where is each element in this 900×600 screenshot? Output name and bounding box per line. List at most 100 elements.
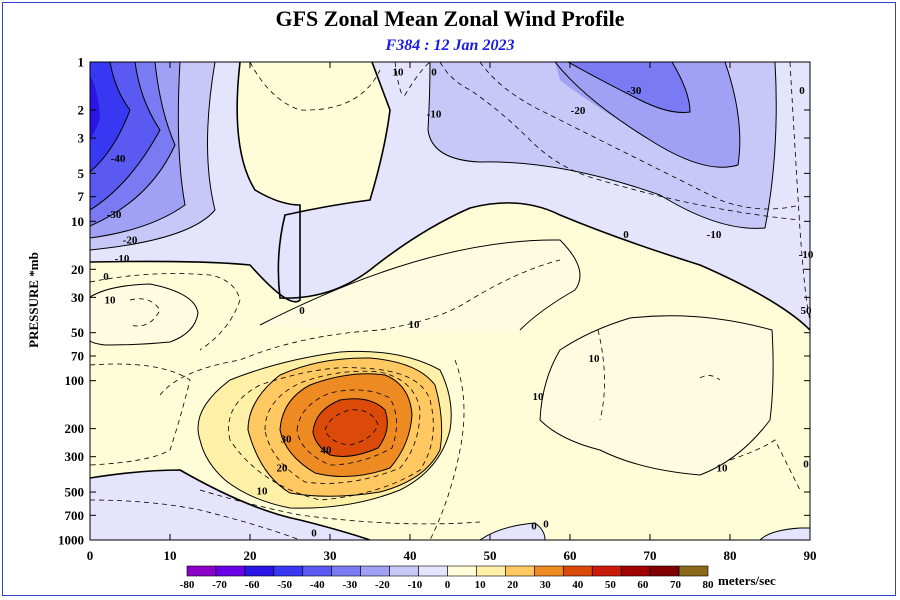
colorbar-swatch — [389, 565, 419, 577]
y-tick-label: 5 — [78, 166, 85, 181]
field-40-50 — [313, 398, 388, 457]
colorbar-label: -80 — [180, 579, 195, 591]
plot-frame — [89, 61, 811, 541]
y-tick-label: 200 — [65, 421, 85, 436]
zero-line-right — [277, 62, 810, 331]
colorbar-label: -60 — [245, 579, 260, 591]
field-neg-bottom-mid — [480, 523, 545, 540]
field-10-mid — [260, 239, 580, 332]
colorbar-label: -70 — [212, 579, 227, 591]
contour-label: 30 — [281, 433, 293, 445]
contour-label: 0 — [431, 67, 437, 79]
colorbar-swatch — [447, 565, 477, 577]
dash-mid-5 — [159, 259, 561, 396]
colorbar-swatch — [649, 565, 680, 577]
dashed-contours — [90, 62, 810, 540]
colorbar-swatch — [591, 565, 622, 577]
colorbar-unit: meters/sec — [718, 573, 776, 588]
colorbar-swatch — [620, 565, 651, 577]
line-0-bottom-right — [759, 527, 810, 540]
colorbar-swatch — [186, 565, 217, 577]
colorbar-label: -50 — [277, 579, 292, 591]
y-tick-label: 500 — [65, 485, 85, 500]
contour-label: 0 — [299, 305, 305, 317]
dash-left-mid — [90, 273, 241, 351]
line-neg30-right — [567, 62, 691, 113]
colorbar-label: 50 — [605, 579, 617, 591]
contour-label: 10 — [717, 462, 729, 474]
y-tick-label: 300 — [65, 449, 85, 464]
contour-label: 10 — [257, 486, 269, 498]
y-tick-label: 7 — [78, 189, 85, 204]
y-tick-label: 100 — [65, 373, 85, 388]
y-tick-label: 10 — [71, 214, 84, 229]
y-axis-label: PRESSURE *mb — [26, 252, 41, 348]
chart-title: GFS Zonal Mean Zonal Wind Profile — [275, 6, 625, 31]
dash-bottom-left — [90, 499, 301, 540]
colorbar-label: -10 — [408, 579, 423, 591]
y-tick-label: 50 — [71, 325, 84, 340]
contour-label: -10 — [707, 229, 722, 241]
colorbar-swatch — [476, 565, 506, 577]
colorbar-label: 40 — [572, 579, 584, 591]
contour-label: -40 — [111, 153, 126, 165]
contour-label: 10 — [589, 353, 601, 365]
x-tick-label: 20 — [244, 548, 257, 563]
field-neg-bottom-left — [90, 470, 370, 540]
line-10-mid — [259, 239, 581, 331]
colorbar-label: 0 — [445, 579, 451, 591]
dash-right-small — [699, 375, 721, 381]
dash-55 — [324, 409, 379, 446]
x-tick-label: 60 — [564, 548, 577, 563]
colorbar-swatch — [505, 565, 535, 577]
colorbar-label: 70 — [670, 579, 682, 591]
contour-label: 10 — [393, 67, 405, 79]
x-tick-label: 70 — [644, 548, 657, 563]
colorbar-label: -20 — [375, 579, 390, 591]
x-tick-label: 40 — [404, 548, 417, 563]
colorbar-swatch — [562, 565, 593, 577]
line-10-right — [539, 315, 774, 476]
x-tick-label: 90 — [804, 548, 817, 563]
field-neg-bottom-right — [760, 528, 810, 540]
dash-mid-vertical — [429, 359, 465, 540]
line-neg40-left — [90, 62, 161, 211]
colorbar-label: 30 — [540, 579, 552, 591]
zero-line-bottom — [90, 469, 371, 540]
field-neg50-left — [90, 62, 130, 172]
dash-upper-right — [439, 62, 801, 221]
contour-label: 0 — [803, 458, 809, 470]
x-tick-label: 0 — [87, 548, 94, 563]
y-tick-label: 1000 — [58, 533, 84, 548]
colorbar-swatch — [215, 565, 246, 577]
contour-label: 0 — [623, 229, 629, 241]
contour-label: 0 — [531, 520, 537, 532]
field-neg60-left — [90, 75, 100, 140]
colorbar-swatch — [534, 565, 564, 577]
line-neg20-left — [90, 62, 186, 239]
colorbar-swatch — [273, 565, 304, 577]
contour-lines — [90, 62, 810, 540]
dash-upper-center-2 — [394, 62, 431, 96]
zero-line-left — [90, 62, 301, 303]
colorbar-label: 80 — [703, 579, 715, 591]
line-neg10-right — [427, 62, 777, 229]
colorbar-swatch — [418, 565, 448, 577]
contour-label: 0 — [311, 528, 317, 540]
chart-subtitle: F384 : 12 Jan 2023 — [385, 37, 515, 54]
contour-label: -10 — [799, 249, 814, 261]
contour-label: 10 — [105, 295, 117, 307]
colorbar-label: 60 — [637, 579, 649, 591]
colorbar-label: 20 — [507, 579, 519, 591]
contour-label: 0 — [799, 85, 805, 97]
y-tick-label: 30 — [71, 290, 84, 305]
contour-label: 10 — [533, 391, 545, 403]
y-tick-label: 2 — [78, 102, 85, 117]
colorbar-label: 10 — [475, 579, 487, 591]
line-30-jet — [279, 373, 413, 477]
contour-label: 50 — [801, 305, 813, 317]
